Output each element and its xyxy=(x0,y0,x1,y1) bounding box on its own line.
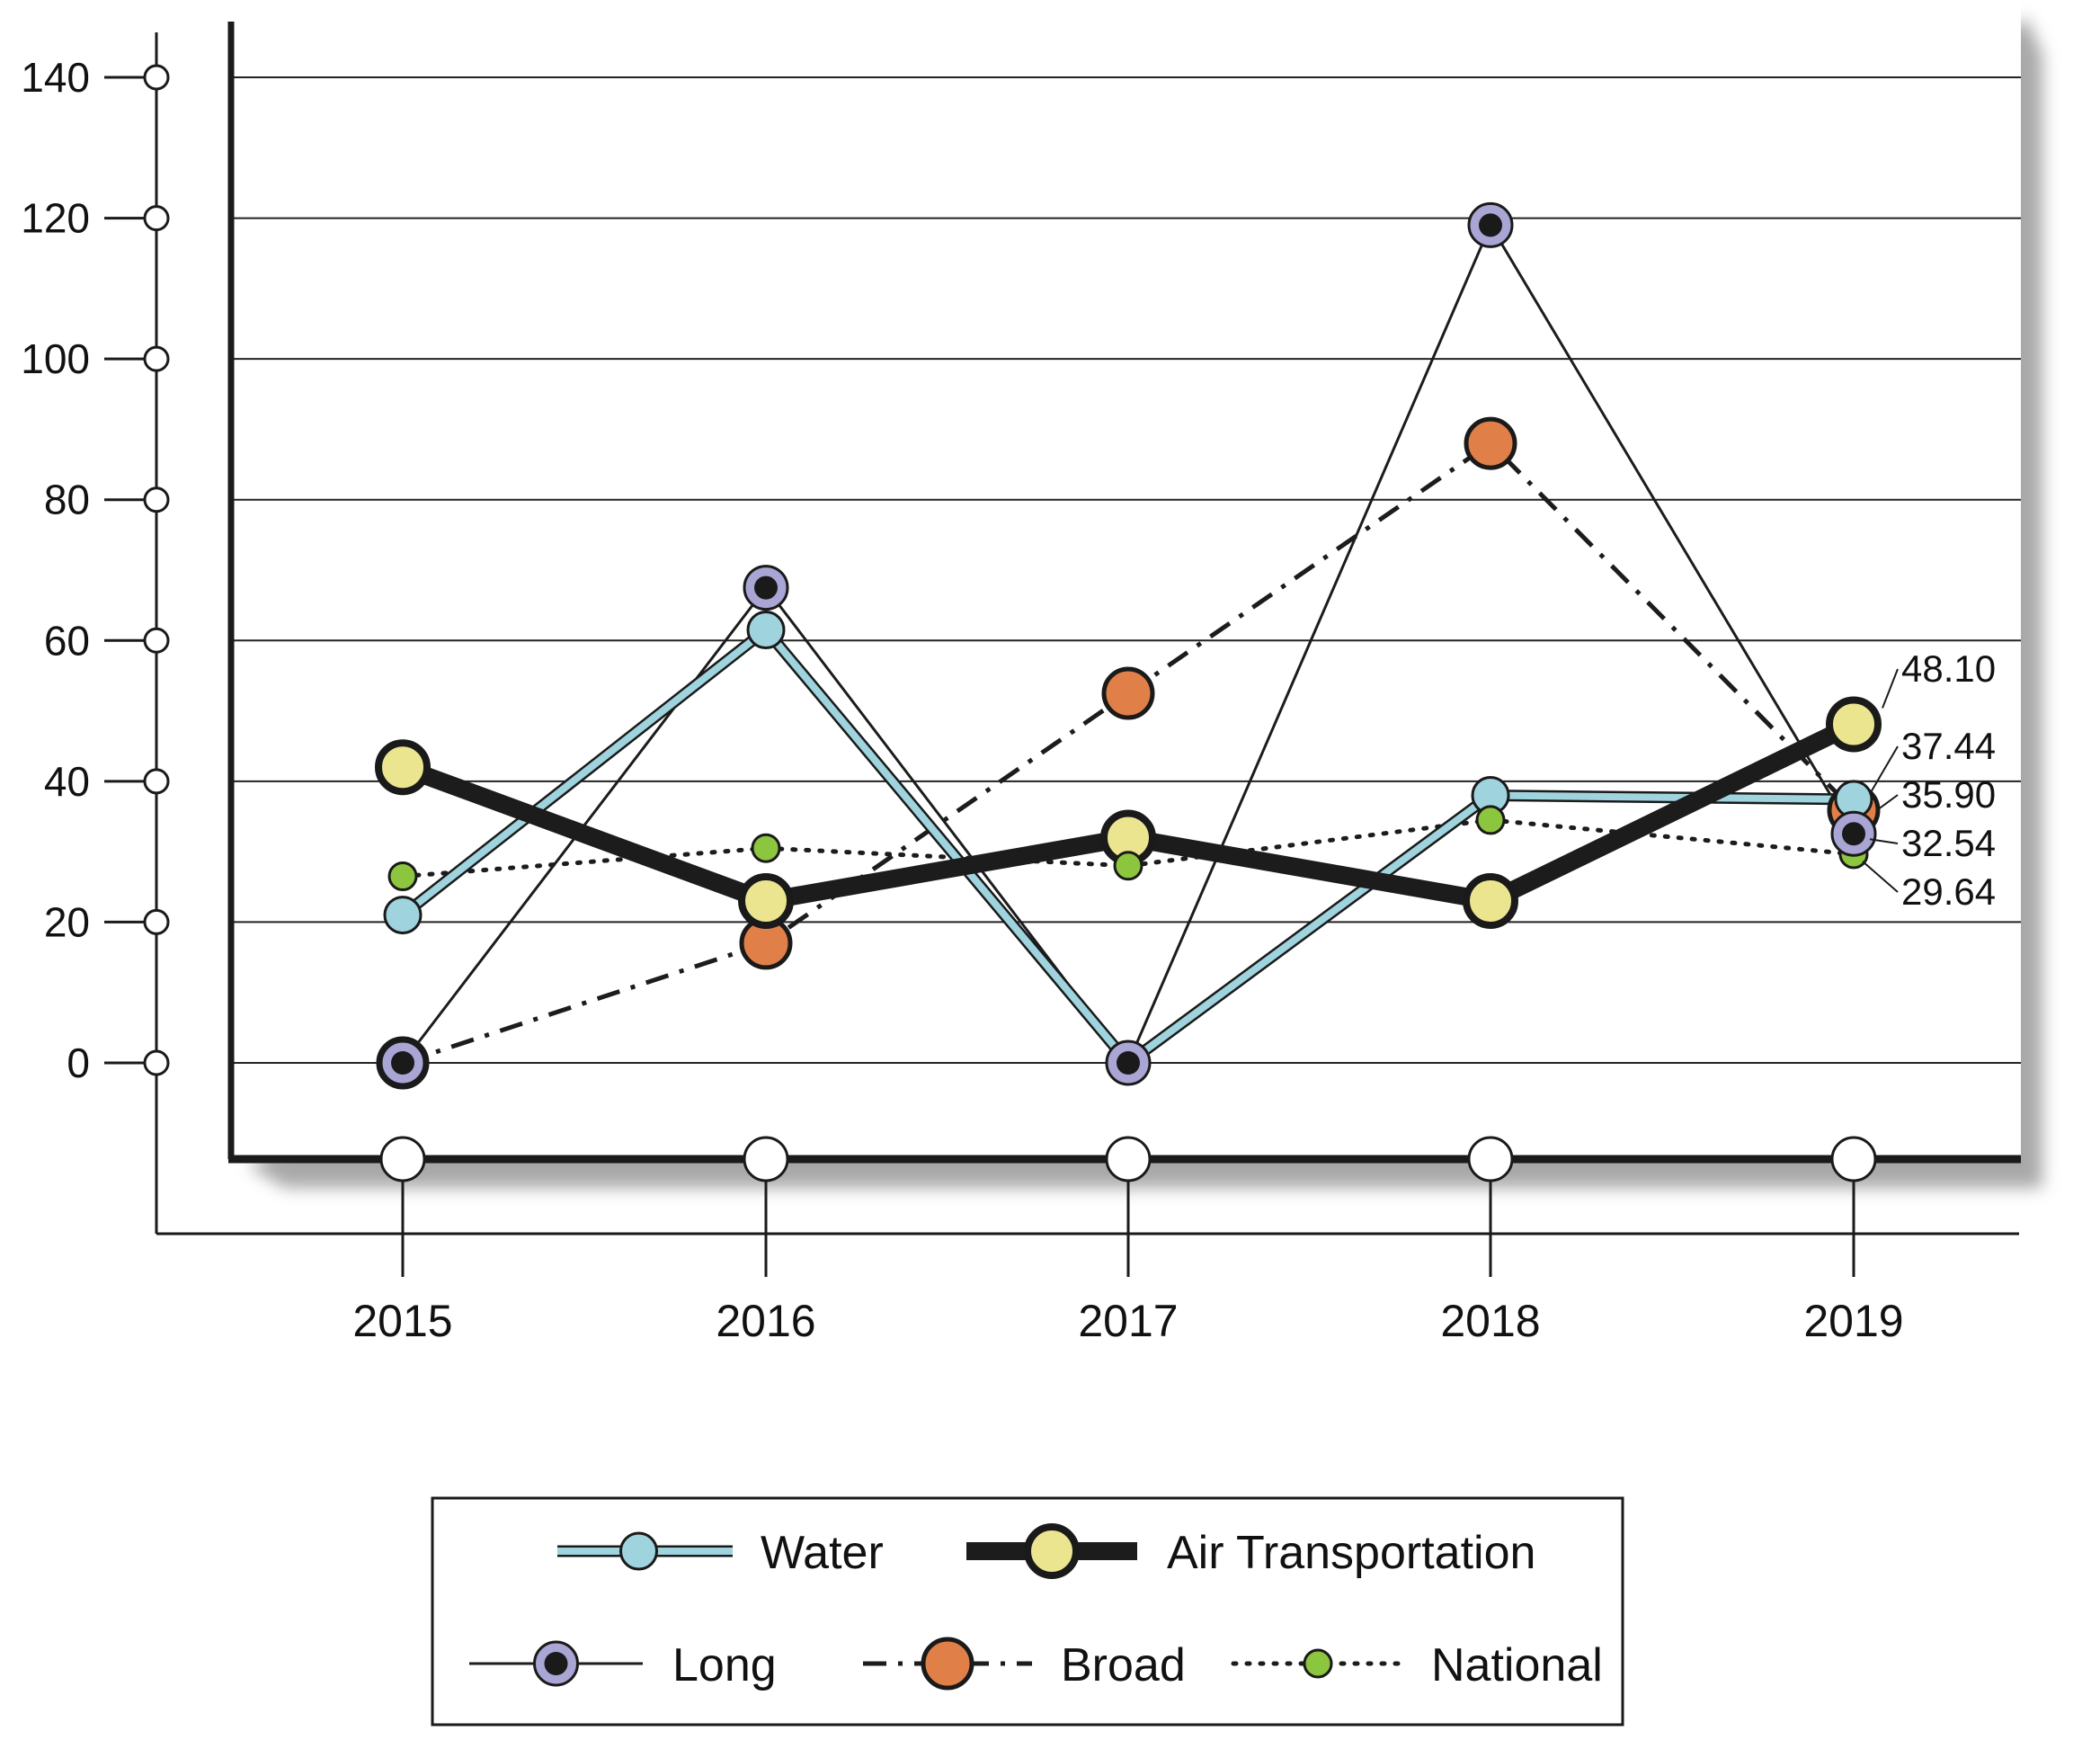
y-tick-circle xyxy=(143,486,170,513)
end-label-leader xyxy=(1869,745,1899,795)
national-point xyxy=(1475,805,1506,835)
legend-swatch-marker xyxy=(619,1531,658,1571)
air-transportation-point xyxy=(1826,696,1882,753)
air-transportation-point xyxy=(1463,872,1518,929)
air-transportation-point xyxy=(375,739,431,796)
end-label-leader xyxy=(1869,838,1899,844)
water-point xyxy=(746,611,786,650)
long-point xyxy=(1467,201,1514,248)
legend-swatch-marker xyxy=(921,1637,974,1691)
air-transportation-point xyxy=(738,872,794,929)
long-point xyxy=(379,1040,426,1086)
legend-item-air-transportation: Air Transportation xyxy=(966,1523,1535,1579)
y-tick-circle xyxy=(143,205,170,232)
legend-item-broad: Broad xyxy=(863,1637,1186,1691)
end-value-label: 32.54 xyxy=(1901,822,1996,864)
x-tick-circle xyxy=(1830,1136,1877,1182)
y-tick-label: 140 xyxy=(21,54,90,101)
water-point xyxy=(383,896,423,935)
legend-label: Air Transportation xyxy=(1167,1527,1535,1579)
y-tick-circle xyxy=(143,345,170,372)
legend-label: Water xyxy=(761,1527,884,1579)
national-point xyxy=(387,861,418,892)
broad-point xyxy=(1464,416,1517,470)
x-tick-circle xyxy=(743,1136,789,1182)
x-tick-label: 2018 xyxy=(1440,1296,1540,1346)
x-tick-label: 2017 xyxy=(1078,1296,1178,1346)
y-tick-circle xyxy=(143,1049,170,1076)
legend-swatch-marker xyxy=(533,1640,579,1687)
x-tick-circle xyxy=(1105,1136,1152,1182)
legend-item-national: National xyxy=(1231,1639,1603,1691)
y-tick-label: 100 xyxy=(21,335,90,382)
legend-label: Broad xyxy=(1061,1639,1186,1691)
long-point xyxy=(1105,1040,1152,1086)
long-marker-core xyxy=(1842,822,1865,846)
x-tick-label: 2015 xyxy=(352,1296,452,1346)
legend-swatch-marker xyxy=(1303,1648,1333,1679)
end-label-leader xyxy=(1862,861,1899,893)
y-tick-circle xyxy=(143,64,170,91)
long-marker-core xyxy=(1117,1051,1140,1075)
legend-item-long: Long xyxy=(469,1639,777,1691)
legend-label: National xyxy=(1431,1639,1603,1691)
broad-point xyxy=(1101,666,1155,720)
long-point xyxy=(743,565,789,611)
end-value-label: 37.44 xyxy=(1901,725,1996,767)
x-tick-circle xyxy=(379,1136,426,1182)
y-tick-label: 120 xyxy=(21,195,90,242)
plot-panel xyxy=(231,0,2021,1159)
y-tick-circle xyxy=(143,908,170,935)
y-tick-label: 0 xyxy=(67,1040,90,1086)
national-point xyxy=(1113,851,1143,881)
end-value-label: 48.10 xyxy=(1901,647,1996,690)
end-label-leader xyxy=(1876,794,1899,811)
legend-item-water: Water xyxy=(557,1527,884,1579)
end-value-label: 35.90 xyxy=(1901,773,1996,816)
long-point xyxy=(1830,810,1877,857)
long-marker-core xyxy=(1479,213,1502,237)
long-marker-core xyxy=(754,576,778,600)
legend-label: Long xyxy=(672,1639,777,1691)
long-marker-core xyxy=(544,1652,568,1675)
y-tick-label: 80 xyxy=(44,477,90,523)
x-tick-label: 2019 xyxy=(1803,1296,1903,1346)
long-marker-core xyxy=(391,1051,414,1075)
legend-swatch-marker xyxy=(1024,1523,1080,1579)
y-tick-label: 60 xyxy=(44,617,90,664)
y-tick-label: 40 xyxy=(44,758,90,805)
y-tick-label: 20 xyxy=(44,898,90,945)
end-label-leader xyxy=(1882,668,1899,709)
national-point xyxy=(751,833,781,863)
y-tick-circle xyxy=(143,627,170,654)
end-value-label: 29.64 xyxy=(1901,870,1996,913)
y-tick-circle xyxy=(143,768,170,795)
x-tick-circle xyxy=(1467,1136,1514,1182)
x-tick-label: 2016 xyxy=(716,1296,815,1346)
